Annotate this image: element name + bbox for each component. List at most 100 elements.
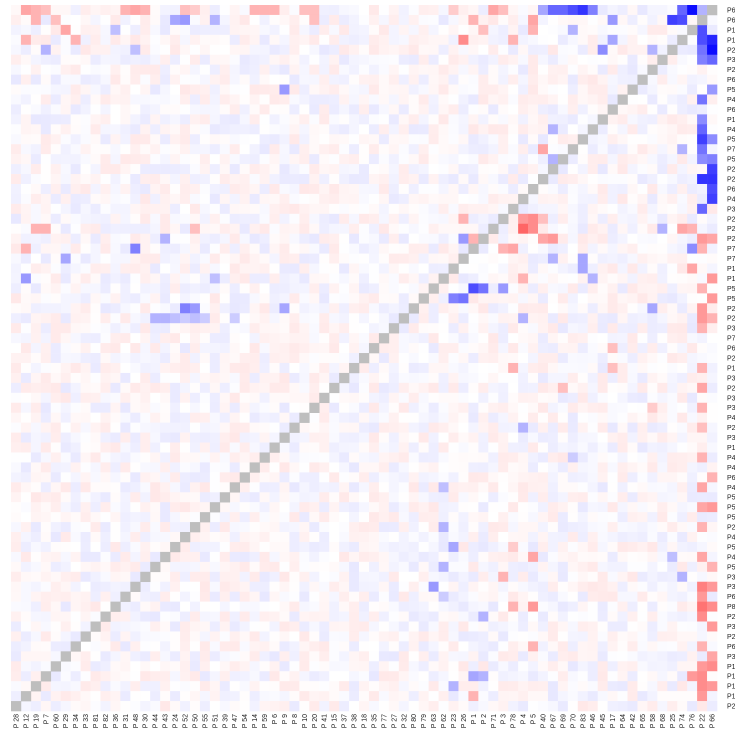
heatmap-cell	[627, 333, 638, 344]
heatmap-cell	[438, 114, 449, 125]
heatmap-cell	[707, 44, 718, 56]
heatmap-cell	[319, 482, 330, 493]
heatmap-cell	[219, 154, 231, 165]
heatmap-cell	[528, 691, 539, 702]
heatmap-cell	[398, 392, 410, 404]
heatmap-cell	[219, 134, 231, 145]
heatmap-cell	[189, 94, 201, 105]
heatmap-cell	[90, 462, 101, 473]
heatmap-cell	[647, 343, 658, 354]
heatmap-cell	[249, 512, 260, 523]
heatmap-cell	[547, 691, 559, 702]
heatmap-cell	[90, 661, 101, 672]
heatmap-cell	[70, 452, 81, 463]
heatmap-cell	[577, 343, 589, 354]
heatmap-cell	[448, 273, 459, 284]
heatmap-cell	[378, 571, 390, 583]
heatmap-cell	[170, 701, 181, 712]
heatmap-cell	[488, 213, 499, 225]
heatmap-cell	[458, 681, 469, 692]
heatmap-cell	[657, 571, 668, 583]
heatmap-cell	[20, 94, 32, 105]
heatmap-cell	[458, 362, 469, 374]
heatmap-cell	[50, 323, 62, 334]
heatmap-cell	[577, 452, 589, 463]
heatmap-cell	[468, 164, 479, 175]
heatmap-cell	[627, 472, 638, 483]
heatmap-cell	[50, 134, 62, 145]
heatmap-cell	[667, 571, 678, 583]
heatmap-cell	[249, 303, 260, 314]
heatmap-cell	[597, 462, 608, 473]
heatmap-cell	[647, 372, 658, 384]
heatmap-cell	[329, 422, 340, 433]
heatmap-cell	[60, 104, 71, 115]
heatmap-cell	[279, 701, 290, 712]
heatmap-cell	[547, 323, 559, 334]
heatmap-cell	[488, 492, 499, 503]
heatmap-cell	[180, 372, 191, 384]
heatmap-cell	[160, 522, 171, 533]
heatmap-cell	[458, 114, 469, 125]
heatmap-cell	[657, 522, 668, 533]
heatmap-cell	[528, 462, 539, 473]
heatmap-cell	[567, 432, 579, 443]
heatmap-cell	[189, 24, 201, 36]
heatmap-cell	[478, 323, 489, 334]
heatmap-cell	[687, 273, 698, 284]
heatmap-cell	[329, 372, 340, 384]
heatmap-cell	[199, 183, 211, 195]
heatmap-cell	[199, 253, 211, 264]
heatmap-cell	[90, 382, 101, 394]
heatmap-cell	[707, 532, 718, 543]
heatmap-cell	[180, 353, 191, 364]
heatmap-cell	[319, 611, 330, 622]
heatmap-cell	[557, 651, 569, 662]
heatmap-cell	[170, 263, 181, 274]
heatmap-cell	[378, 432, 390, 443]
heatmap-cell	[189, 581, 201, 592]
heatmap-cell	[319, 263, 330, 274]
heatmap-cell	[617, 74, 628, 85]
heatmap-cell	[478, 104, 489, 115]
heatmap-cell	[120, 313, 131, 324]
heatmap-cell	[50, 522, 62, 533]
heatmap-cell	[637, 551, 648, 563]
heatmap-cell	[209, 303, 221, 314]
heatmap-cell	[170, 382, 181, 394]
heatmap-cell	[219, 402, 231, 413]
heatmap-cell	[40, 651, 52, 662]
heatmap-cell	[40, 502, 52, 513]
heatmap-cell	[349, 661, 360, 672]
heatmap-cell	[677, 283, 688, 294]
heatmap-cell	[50, 601, 62, 612]
heatmap-cell	[438, 621, 449, 632]
heatmap-cell	[11, 532, 22, 543]
heatmap-cell	[189, 54, 201, 65]
heatmap-cell	[319, 104, 330, 115]
heatmap-cell	[398, 34, 410, 46]
heatmap-cell	[627, 104, 638, 115]
heatmap-cell	[349, 422, 360, 433]
heatmap-cell	[577, 54, 589, 65]
heatmap-cell	[319, 671, 330, 682]
heatmap-cell	[597, 502, 608, 513]
heatmap-cell	[627, 193, 638, 205]
heatmap-cell	[498, 422, 509, 433]
heatmap-cell	[70, 631, 81, 642]
heatmap-cell	[70, 74, 81, 85]
heatmap-cell	[289, 233, 300, 244]
heatmap-cell	[209, 641, 221, 652]
heatmap-cell	[289, 34, 300, 46]
heatmap-cell	[189, 691, 201, 702]
heatmap-cell	[130, 293, 141, 304]
heatmap-cell	[528, 701, 539, 712]
heatmap-cell	[11, 591, 22, 602]
heatmap-cell	[309, 671, 320, 682]
heatmap-cell	[349, 84, 360, 95]
heatmap-cell	[329, 134, 340, 145]
heatmap-cell	[209, 661, 221, 672]
heatmap-cell	[309, 223, 320, 234]
heatmap-cell	[299, 701, 310, 712]
heatmap-cell	[528, 601, 539, 612]
